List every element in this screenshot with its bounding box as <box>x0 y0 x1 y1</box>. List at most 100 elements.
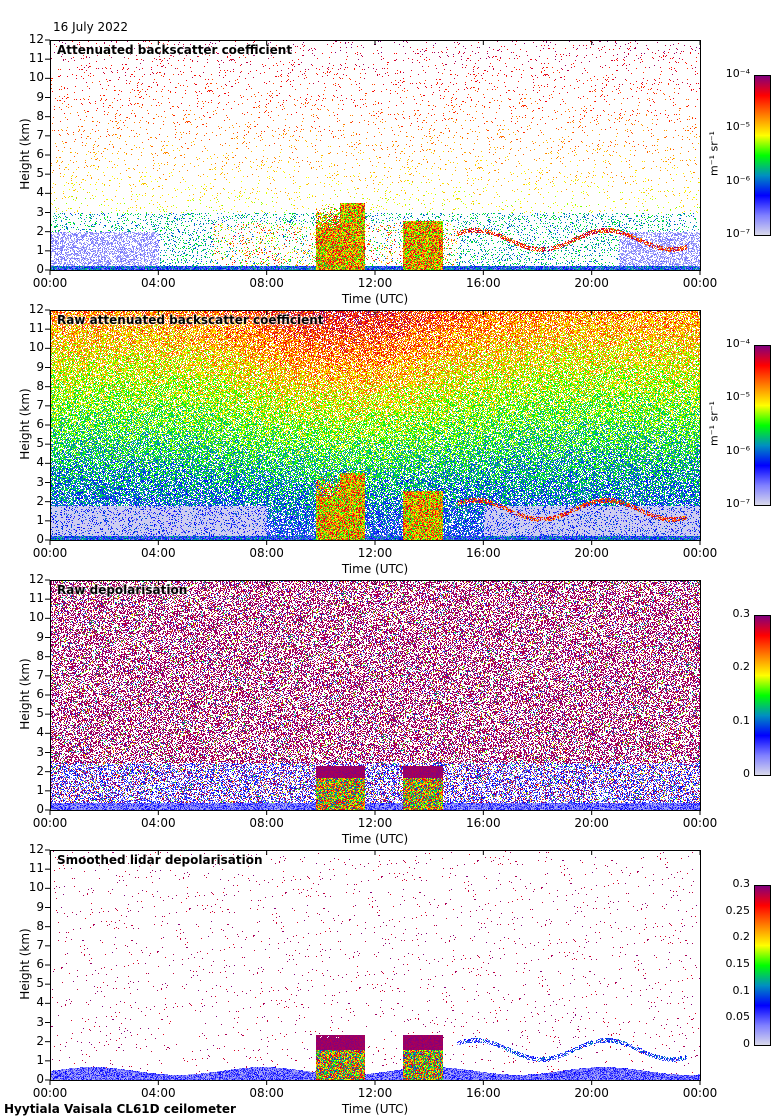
y-tick-label: 8 <box>36 108 44 123</box>
y-tick-label: 0 <box>36 1072 44 1086</box>
y-tick-label: 7 <box>36 127 44 142</box>
y-tick-label: 4 <box>36 725 44 740</box>
colorbar-tick-label: 10⁻⁶ <box>725 173 750 187</box>
x-tick-label: 20:00 <box>574 276 609 290</box>
x-tick-label: 00:00 <box>682 546 718 560</box>
y-tick-label: 10 <box>28 70 44 85</box>
colorbar-frame <box>754 75 771 236</box>
x-tick-label: 20:00 <box>574 816 609 830</box>
x-tick-label: 04:00 <box>141 1086 176 1100</box>
y-tick-label: 12 <box>28 842 44 856</box>
y-tick-label: 7 <box>36 937 44 952</box>
y-tick-label: 6 <box>36 417 44 431</box>
x-tick-label: 08:00 <box>249 546 284 560</box>
x-tick-label: 00:00 <box>32 276 68 290</box>
x-tick-label: 16:00 <box>466 546 501 560</box>
colorbar-tick-label: 10⁻⁵ <box>725 120 750 134</box>
x-tick-label: 04:00 <box>141 546 176 560</box>
y-tick-label: 0 <box>36 532 44 546</box>
y-tick-label: 6 <box>36 147 44 161</box>
heatmap-raw <box>50 310 700 540</box>
y-tick-label: 11 <box>28 51 44 66</box>
heatmap-depol <box>50 850 700 1080</box>
y-tick-label: 2 <box>36 763 44 778</box>
y-tick-label: 10 <box>28 880 44 895</box>
colorbar-tick-label: 10⁻⁴ <box>725 337 750 350</box>
x-tick-label: 20:00 <box>574 1086 609 1100</box>
date-label: 16 July 2022 <box>53 20 129 34</box>
colorbar-tick-label: 0.1 <box>732 713 751 727</box>
y-tick-label: 2 <box>36 1033 44 1048</box>
y-tick-label: 8 <box>36 918 44 933</box>
y-tick-label: 7 <box>36 397 44 412</box>
y-tick-label: 8 <box>36 378 44 393</box>
y-tick-label: 4 <box>36 185 44 200</box>
heatmap-rawdepol <box>50 580 700 810</box>
x-tick-label: 00:00 <box>682 1086 718 1100</box>
y-tick-label: 7 <box>36 667 44 682</box>
y-tick-label: 5 <box>36 436 44 451</box>
y-tick-label: 9 <box>36 629 44 644</box>
heatmap-filtered <box>50 40 700 270</box>
y-tick-label: 1 <box>36 782 44 797</box>
y-tick-label: 11 <box>28 321 44 336</box>
x-tick-label: 12:00 <box>357 1086 393 1100</box>
y-tick-label: 9 <box>36 359 44 374</box>
colorbar-tick-label: 10⁻⁷ <box>725 497 750 510</box>
y-tick-label: 3 <box>36 204 44 219</box>
y-tick-label: 10 <box>28 610 44 625</box>
colorbar-tick-label: 0.05 <box>725 1010 751 1024</box>
plot-frame <box>50 310 701 541</box>
colorbar-tick-label: 10⁻⁷ <box>725 227 750 240</box>
plot-frame <box>50 40 701 271</box>
panel-title: Raw depolarisation <box>57 583 188 597</box>
x-tick-label: 12:00 <box>357 276 393 290</box>
colorbar-tick-label: 10⁻⁴ <box>725 67 750 80</box>
x-axis-label: Time (UTC) <box>341 832 409 846</box>
colorbar-frame <box>754 885 771 1046</box>
colorbar-tick-label: 0.1 <box>732 983 751 997</box>
x-tick-label: 20:00 <box>574 546 609 560</box>
colorbar-tick-label: 0.25 <box>725 903 751 917</box>
y-tick-label: 0 <box>36 802 44 816</box>
y-tick-label: 3 <box>36 1014 44 1029</box>
y-tick-label: 0 <box>36 262 44 276</box>
colorbar-tick-label: 0.3 <box>732 877 751 890</box>
site-footer: Hyytiala Vaisala CL61D ceilometer <box>4 1102 236 1116</box>
colorbar-tick-label: 10⁻⁵ <box>725 390 750 404</box>
colorbar-tick-label: 0.2 <box>732 660 751 674</box>
x-tick-label: 00:00 <box>32 1086 68 1100</box>
x-tick-label: 04:00 <box>141 816 176 830</box>
colorbar-tick-label: 0.15 <box>725 957 751 970</box>
y-tick-label: 6 <box>36 957 44 971</box>
x-axis-label: Time (UTC) <box>341 292 409 306</box>
colorbar-tick-label: 0.3 <box>732 607 751 620</box>
y-tick-label: 9 <box>36 899 44 914</box>
colorbar-tick-label: 0.2 <box>732 930 751 944</box>
y-tick-label: 9 <box>36 89 44 104</box>
y-tick-label: 4 <box>36 455 44 470</box>
colorbar-tick-label: 10⁻⁶ <box>725 443 750 457</box>
colorbar-frame <box>754 345 771 506</box>
y-tick-label: 5 <box>36 706 44 721</box>
x-tick-label: 08:00 <box>249 276 284 290</box>
y-tick-label: 10 <box>28 340 44 355</box>
y-tick-label: 11 <box>28 861 44 876</box>
x-tick-label: 12:00 <box>357 816 393 830</box>
colorbar-tick-label: 0 <box>743 1037 750 1050</box>
y-tick-label: 12 <box>28 572 44 586</box>
y-tick-label: 1 <box>36 512 44 527</box>
y-tick-label: 8 <box>36 648 44 663</box>
colorbar <box>754 75 770 235</box>
y-tick-label: 5 <box>36 976 44 991</box>
y-tick-label: 4 <box>36 995 44 1010</box>
y-tick-label: 2 <box>36 223 44 238</box>
y-tick-label: 6 <box>36 687 44 701</box>
y-tick-label: 11 <box>28 591 44 606</box>
x-axis-label: Time (UTC) <box>341 1102 409 1116</box>
panel-title: Raw attenuated backscatter coefficient <box>57 313 324 327</box>
x-tick-label: 00:00 <box>32 546 68 560</box>
plot-frame <box>50 850 701 1081</box>
panel-title: Attenuated backscatter coefficient <box>57 43 293 57</box>
colorbar-tick-label: 0 <box>743 767 750 780</box>
